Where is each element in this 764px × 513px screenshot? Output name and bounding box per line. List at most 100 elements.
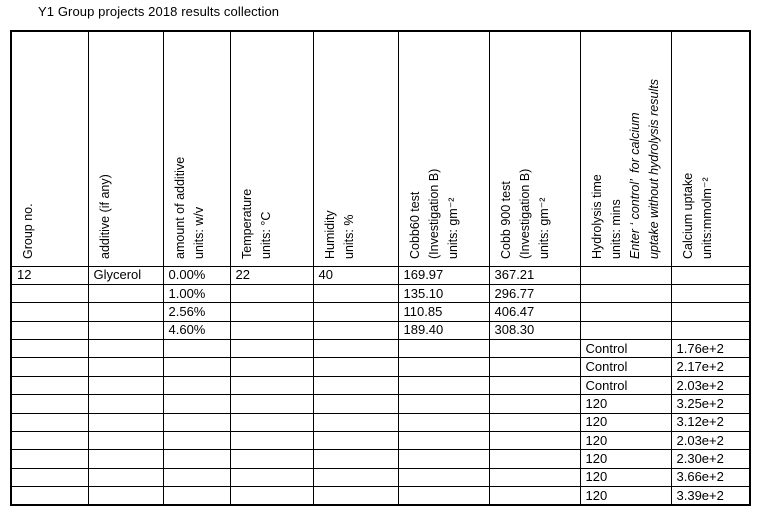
header-label: Humidity units: % <box>322 209 356 259</box>
table-row: Control 2.17e+2 <box>10 357 751 377</box>
table-cell: 4.60% <box>162 320 231 341</box>
table-row: 1.00% 135.10 296.77 <box>10 283 751 304</box>
table-row: 2.56% 110.85 406.47 <box>10 302 751 322</box>
table-cell <box>162 394 231 414</box>
table-cell: 120 <box>579 412 672 433</box>
table-cell <box>10 394 89 414</box>
table-cell <box>10 412 89 433</box>
table-cell <box>10 431 89 451</box>
table-row: 120 3.66e+2 <box>10 467 751 488</box>
col-header-amount-of-additive: amount of additive units: w/v <box>162 30 231 267</box>
col-header-hydrolysis-time: Hydrolysis time units: mins Enter ‘ cont… <box>579 30 672 267</box>
rotated-header-text: additive (if any) <box>96 37 115 259</box>
table-cell <box>229 467 314 488</box>
table-cell: 3.25e+2 <box>670 394 751 414</box>
table-cell <box>579 265 672 285</box>
col-header-cobb900-test: Cobb 900 test (Investigation B) units: g… <box>488 30 581 267</box>
table-cell: 12 <box>10 265 89 285</box>
table-cell <box>312 320 399 341</box>
table-cell <box>229 302 314 322</box>
table-cell <box>10 283 89 304</box>
table-cell <box>229 486 314 506</box>
table-cell <box>488 375 581 396</box>
table-cell: 308.30 <box>488 320 581 341</box>
table-cell <box>162 486 231 506</box>
table-cell: 120 <box>579 394 672 414</box>
table-cell <box>397 375 490 396</box>
table-cell <box>488 412 581 433</box>
table-cell: 3.12e+2 <box>670 412 751 433</box>
header-label: Cobb 900 test (Investigation B) units: g… <box>498 168 551 259</box>
table-cell <box>488 339 581 359</box>
table-cell <box>312 339 399 359</box>
table-body: 12 Glycerol 0.00% 22 40 169.97 367.21 1.00% 135.… <box>10 265 751 506</box>
table-cell: 2.03e+2 <box>670 375 751 396</box>
table-cell <box>10 320 89 341</box>
table-cell <box>670 302 751 322</box>
table-cell <box>488 486 581 506</box>
table-cell: 40 <box>312 265 399 285</box>
header-label: amount of additive units: w/v <box>172 156 206 259</box>
table-cell <box>10 339 89 359</box>
table-cell <box>87 412 164 433</box>
table-cell: Control <box>579 375 672 396</box>
table-row: 120 2.03e+2 <box>10 431 751 451</box>
table-cell <box>229 320 314 341</box>
table-row: 120 3.12e+2 <box>10 412 751 433</box>
table-cell: 2.03e+2 <box>670 431 751 451</box>
table-row: 4.60% 189.40 308.30 <box>10 320 751 341</box>
table-cell <box>488 449 581 469</box>
table-cell: Control <box>579 357 672 377</box>
table-cell <box>87 375 164 396</box>
table-cell <box>229 394 314 414</box>
table-cell <box>488 467 581 488</box>
table-row: 12 Glycerol 0.00% 22 40 169.97 367.21 <box>10 265 751 285</box>
rotated-header-text: Hydrolysis time units: mins Enter ‘ cont… <box>588 37 664 259</box>
table-cell: Control <box>579 339 672 359</box>
table-cell: 3.66e+2 <box>670 467 751 488</box>
header-row: Group no. additive (if any) amount of ad… <box>10 30 751 267</box>
table-cell <box>10 486 89 506</box>
table-cell <box>162 449 231 469</box>
table-row: Control 2.03e+2 <box>10 375 751 396</box>
rotated-header-text: Group no. <box>19 37 38 259</box>
table-cell: 0.00% <box>162 265 231 285</box>
table-cell <box>397 486 490 506</box>
table-cell: 110.85 <box>397 302 490 322</box>
table-cell <box>397 357 490 377</box>
header-label: Temperature units: °C <box>239 188 273 259</box>
table-cell <box>397 412 490 433</box>
table-cell <box>312 431 399 451</box>
table-cell <box>162 375 231 396</box>
table-row: 120 3.25e+2 <box>10 394 751 414</box>
header-label: Group no. <box>21 202 35 259</box>
table-cell: 367.21 <box>488 265 581 285</box>
table-cell: 2.56% <box>162 302 231 322</box>
table-cell <box>579 320 672 341</box>
table-cell: 2.30e+2 <box>670 449 751 469</box>
header-label: additive (if any) <box>97 173 112 259</box>
table-cell <box>87 486 164 506</box>
table-cell <box>10 357 89 377</box>
table-cell: 296.77 <box>488 283 581 304</box>
table-cell: 120 <box>579 467 672 488</box>
table-cell <box>229 339 314 359</box>
table-cell: 1.00% <box>162 283 231 304</box>
table-cell <box>312 449 399 469</box>
table-cell <box>312 283 399 304</box>
table-cell <box>87 357 164 377</box>
table-cell <box>312 357 399 377</box>
table-cell <box>87 467 164 488</box>
table-cell: 189.40 <box>397 320 490 341</box>
table-cell <box>397 467 490 488</box>
table-cell <box>162 339 231 359</box>
header-label: Calcium uptake units:mmolm⁻² <box>680 172 714 259</box>
table-cell <box>87 339 164 359</box>
rotated-header-text: Cobb60 test (Investigation B) units: gm⁻… <box>406 37 463 258</box>
table-cell <box>162 412 231 433</box>
table-cell <box>312 375 399 396</box>
table-cell <box>488 431 581 451</box>
table-cell <box>312 486 399 506</box>
rotated-header-text: Calcium uptake units:mmolm⁻² <box>679 37 717 259</box>
table-cell: 135.10 <box>397 283 490 304</box>
